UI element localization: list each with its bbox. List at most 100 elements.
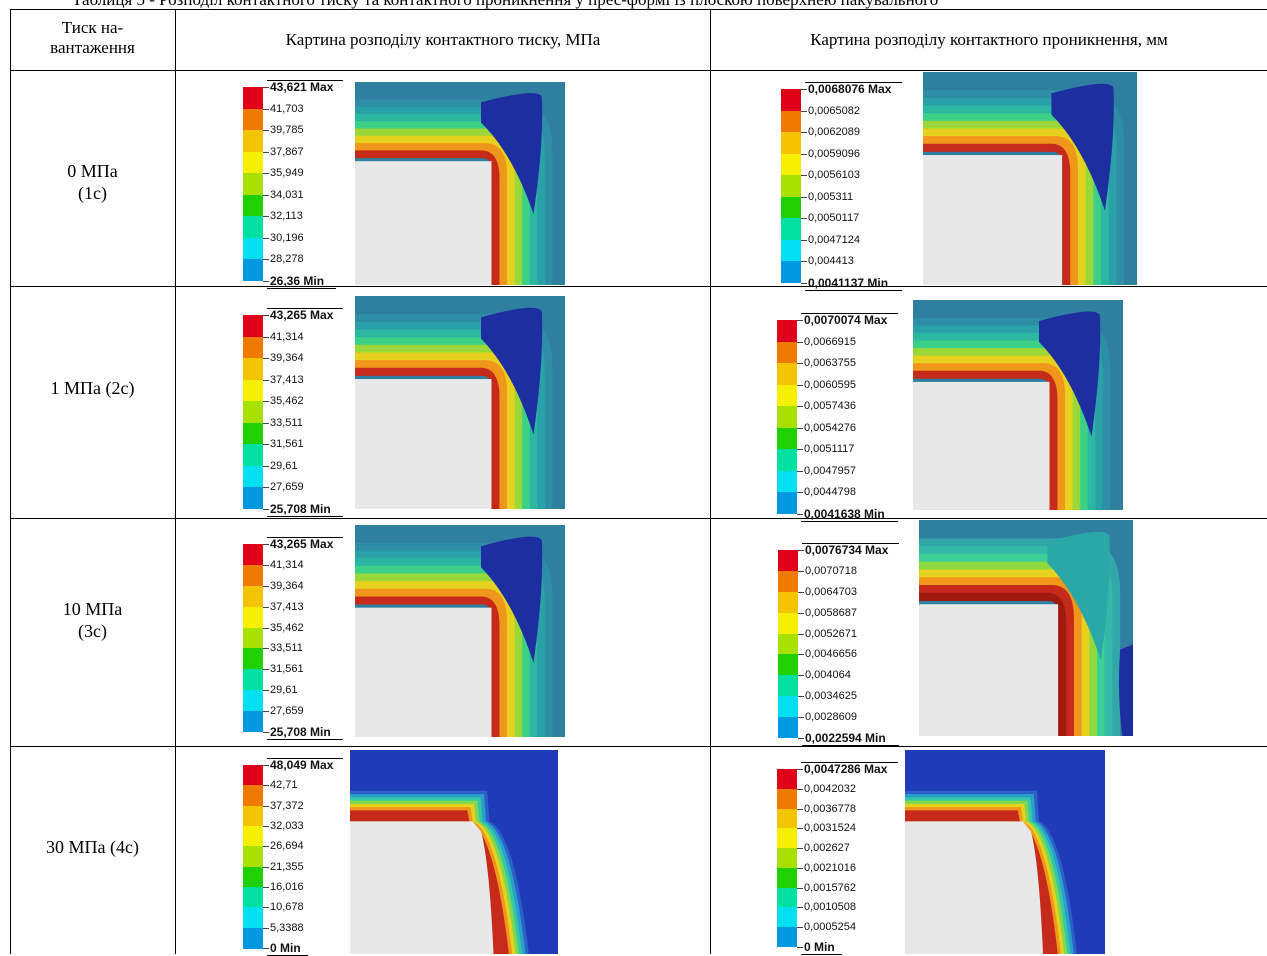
legend-label: 0,0041638 Min <box>804 507 885 521</box>
pressure-contour-image <box>355 296 565 509</box>
contour-band <box>905 810 1058 954</box>
legend-swatch <box>243 544 263 565</box>
low-value-zone <box>1118 644 1133 736</box>
penetration-contour-image <box>923 72 1137 285</box>
legend-tick <box>797 867 803 869</box>
low-value-zone <box>1047 531 1110 661</box>
legend-tick <box>798 612 804 614</box>
legend-label: 0,0036778 <box>804 802 856 815</box>
legend-label: 0,0047124 <box>808 233 860 246</box>
legend-swatch <box>243 711 263 733</box>
legend-label: 25,708 Min <box>270 725 331 739</box>
legend-swatch <box>781 175 801 198</box>
legend-label: 0,0028609 <box>805 711 857 724</box>
legend-label-underline <box>267 537 343 538</box>
legend-tick <box>801 175 807 177</box>
legend-label: 39,364 <box>270 352 304 365</box>
legend-tick <box>797 492 803 494</box>
legend-tick <box>263 887 269 888</box>
legend-tick <box>263 648 269 650</box>
legend-tick <box>798 696 804 698</box>
legend-label: 43,265 Max <box>270 308 334 322</box>
legend-label: 31,561 <box>270 663 304 676</box>
legend-label-underline <box>801 762 898 763</box>
row-label-line1: 1 МПа (2с) <box>50 378 135 398</box>
row-label-line1: 0 МПа <box>67 161 118 181</box>
legend-label: 37,372 <box>270 799 304 812</box>
legend-tick <box>263 866 269 868</box>
legend-label: 21,355 <box>270 860 304 873</box>
legend-label: 35,462 <box>270 395 304 408</box>
legend-tick <box>798 591 804 593</box>
col-divider <box>710 9 711 954</box>
row-divider <box>10 746 1267 747</box>
low-value-zone <box>481 93 543 214</box>
legend-tick <box>798 738 804 739</box>
legend-label: 0,0076734 Max <box>805 543 889 557</box>
col-divider <box>175 9 176 954</box>
legend-swatch <box>777 828 797 849</box>
legend-label: 0,0021016 <box>804 861 856 874</box>
legend-label: 0,0047957 <box>804 464 856 477</box>
legend-tick <box>801 110 807 112</box>
legend-label: 0,0051117 <box>804 443 855 456</box>
legend-label-underline <box>267 308 343 309</box>
legend-label: 26,36 Min <box>270 274 325 288</box>
legend-label: 0,0058687 <box>805 606 857 619</box>
legend-label: 10,678 <box>270 901 304 914</box>
legend-tick <box>801 132 807 134</box>
legend-tick <box>263 907 269 909</box>
legend-swatch <box>777 867 797 888</box>
legend-tick <box>263 487 269 489</box>
legend-label: 0,0065082 <box>808 104 860 117</box>
results-table: Тиск на-вантаження Картина розподілу кон… <box>0 9 1267 954</box>
legend-swatch <box>778 717 798 739</box>
legend-label: 35,949 <box>270 167 304 180</box>
legend-swatch <box>243 606 263 628</box>
legend-tick <box>797 514 803 515</box>
penetration-contour-image <box>919 520 1133 736</box>
legend-tick <box>263 627 269 629</box>
header-divider <box>10 70 1267 71</box>
legend-tick <box>798 675 804 677</box>
legend-label: 0,0050117 <box>808 212 860 225</box>
col-border-left <box>10 9 11 954</box>
legend-swatch <box>243 401 263 424</box>
legend-tick <box>263 422 269 424</box>
legend-tick <box>798 654 804 656</box>
legend-label: 0,0054276 <box>804 421 856 434</box>
penetration-contour-image <box>905 750 1105 954</box>
header-contact-penetration: Картина розподілу контактного проникненн… <box>810 30 1168 49</box>
legend-swatch <box>243 379 263 402</box>
legend-tick <box>263 173 269 175</box>
legend-swatch <box>777 927 797 948</box>
table-caption: Таблиця 5 - Розподіл контактного тиску т… <box>72 0 1267 10</box>
legend-label-underline <box>267 758 343 759</box>
legend-tick <box>263 151 269 153</box>
legend-label: 0,0046656 <box>805 648 857 661</box>
legend-swatch <box>781 218 801 241</box>
legend-label-underline <box>267 288 336 289</box>
legend-tick <box>263 732 269 733</box>
legend-tick <box>798 570 804 572</box>
low-value-zone <box>1039 311 1101 437</box>
legend-swatch <box>243 216 263 239</box>
legend-label: 33,511 <box>270 642 303 655</box>
legend-label: 0,0064703 <box>805 585 857 598</box>
punch-body <box>923 155 1063 285</box>
legend-swatch <box>243 887 263 908</box>
legend-tick <box>797 808 803 810</box>
low-value-zone <box>481 307 543 435</box>
legend-label: 37,413 <box>270 600 304 613</box>
legend-swatch <box>243 805 263 827</box>
legend-tick <box>797 427 803 429</box>
pressure-legend: 43,265 Max 41,314 39,364 37,413 35,462 33,511… <box>243 308 383 517</box>
legend-label: 0,0057436 <box>804 400 856 413</box>
legend-swatch <box>778 591 798 613</box>
row-label-1mpa: 1 МПа (2с) <box>10 377 175 399</box>
legend-label: 0,0070074 Max <box>804 313 888 327</box>
legend-label: 30,196 <box>270 231 304 244</box>
legend-label: 39,364 <box>270 579 304 592</box>
legend-tick <box>263 130 269 132</box>
legend-label: 34,031 <box>270 188 304 201</box>
